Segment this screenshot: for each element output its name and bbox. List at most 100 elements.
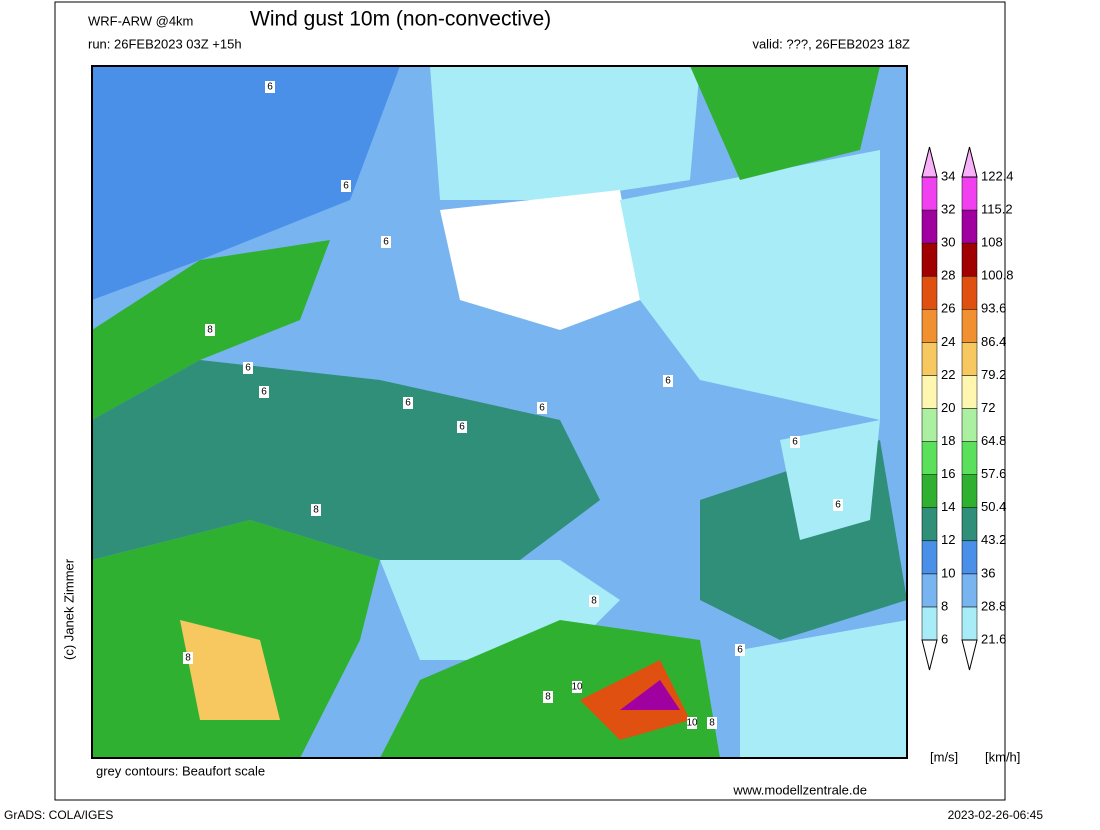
contour-label: 6 [267,82,273,93]
color-bin [961,309,978,343]
color-bin [921,275,938,310]
kmh-label: 100.8 [981,268,1014,283]
color-bin [921,375,938,409]
kmh-label: 21.6 [981,631,1006,646]
kmh-label: 28.8 [981,598,1006,613]
color-bin [921,507,938,542]
color-bin [961,342,978,376]
color-bin [921,176,938,211]
ms-label: 20 [941,400,955,415]
contour-label: 6 [383,237,389,248]
kmh-label: 86.4 [981,334,1006,349]
model-name: WRF-ARW @4km [88,13,193,28]
unit-ms: [m/s] [930,749,958,764]
ms-label: 10 [941,565,955,580]
kmh-label: 122.4 [981,168,1014,183]
color-bin [921,342,938,376]
copyright: (c) Janek Zimmer [61,558,76,660]
ms-label: 14 [941,499,955,514]
contour-label-box [265,81,275,93]
ms-label: 30 [941,235,955,250]
colorbar: 6 8 10 12 14 16 18 20 22 24 26 28 30 32 34 21.6 28.8 36 43… [921,146,1014,671]
unit-kmh: [km/h] [985,749,1020,764]
color-bin [961,275,978,310]
contour-label: 6 [459,422,465,433]
contour-label-box [259,386,269,398]
kmh-label: 79.2 [981,367,1006,382]
ms-label: 32 [941,202,955,217]
color-bin [961,209,978,244]
ms-label: 6 [941,631,948,646]
contour-label-box [457,421,467,433]
kmh-label: 108 [981,235,1003,250]
contour-label-box [537,402,547,414]
title: Wind gust 10m (non-convective) [250,8,551,31]
ms-label: 18 [941,433,955,448]
ms-label: 12 [941,532,955,547]
color-bin [961,474,978,508]
contour-label: 6 [835,500,841,511]
color-bin [961,540,978,575]
ms-label: 28 [941,268,955,283]
contour-label-box [687,717,697,729]
color-bin [961,606,978,641]
map: 6 6 6 8 6 6 6 6 8 6 6 6 8 6 8 8 10 10 8 6 [91,65,908,759]
color-bin [921,242,938,277]
contour-label-box [403,397,413,409]
color-bin [921,309,938,343]
color-bin [921,441,938,475]
contour-label: 6 [343,181,349,192]
color-bin [921,540,938,575]
valid-time: valid: ???, 26FEB2023 18Z [752,36,910,51]
contour-label-box [243,362,253,374]
contour-label-box [663,375,673,387]
color-bin [961,242,978,277]
contour-label: 6 [792,437,798,448]
ms-label: 16 [941,466,955,481]
contour-label-box [381,236,391,248]
kmh-label: 93.6 [981,301,1006,316]
color-bin [961,441,978,475]
color-bin [921,474,938,508]
grads-credit: GrADS: COLA/IGES [4,808,113,822]
kmh-label: 72 [981,400,995,415]
contour-label-box [589,595,599,607]
contours-note: grey contours: Beaufort scale [96,763,265,778]
contour-label-box [205,324,215,336]
contour-label: 6 [261,387,267,398]
ms-label: 34 [941,168,955,183]
kmh-label: 64.8 [981,433,1006,448]
contour-label: 8 [545,692,551,703]
kmh-label: 50.4 [981,499,1006,514]
color-bin [961,176,978,211]
contour-label: 8 [709,718,715,729]
ms-label: 24 [941,334,955,349]
color-bin [921,606,938,641]
color-bin [921,408,938,442]
contour-label: 10 [571,682,583,693]
contour-label-box [833,499,843,511]
ms-label: 8 [941,598,948,613]
above-triangle [921,146,938,178]
contour-label-box [572,681,582,693]
color-bin [961,507,978,542]
above-triangle [961,146,978,178]
contour-label-box [735,644,745,656]
contour-label-box [311,504,321,516]
kmh-label: 36 [981,565,995,580]
contour-label: 6 [665,376,671,387]
kmh-label: 57.6 [981,466,1006,481]
color-bin [921,209,938,244]
contour-label: 6 [405,398,411,409]
kmh-label: 115.2 [981,202,1013,217]
contour-label-box [790,436,800,448]
color-bin [921,573,938,608]
contour-label: 8 [313,505,319,516]
ms-label: 22 [941,367,955,382]
below-triangle [961,639,978,671]
color-bin [961,375,978,409]
frame [54,1,1006,801]
ms-label: 26 [941,301,955,316]
below-triangle [921,639,938,671]
